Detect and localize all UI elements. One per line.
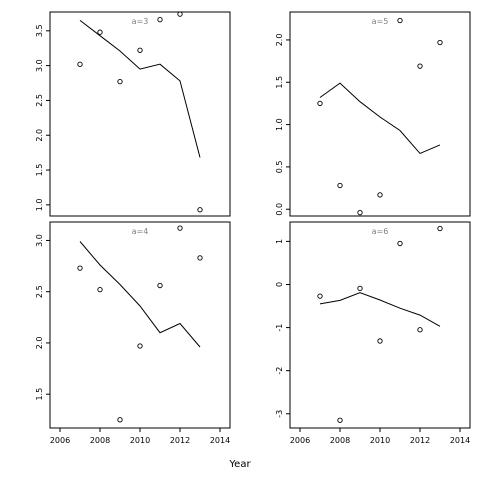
- y-tick-label: -3: [275, 410, 284, 418]
- x-tick-label: 2012: [410, 436, 430, 445]
- data-point: [357, 285, 363, 292]
- data-point: [157, 17, 163, 23]
- x-tick-label: 2008: [90, 436, 110, 445]
- y-tick-label: 0: [275, 282, 284, 287]
- data-point: [377, 338, 383, 344]
- panel-frame: [49, 11, 231, 217]
- y-tick-label: 1.5: [35, 388, 44, 401]
- y-tick-label: -1: [275, 324, 284, 332]
- x-tick-label: 2006: [50, 436, 70, 445]
- x-tick-label: 2008: [330, 436, 350, 445]
- data-point: [437, 225, 443, 232]
- data-point: [197, 255, 203, 261]
- x-tick-label: 2006: [290, 436, 310, 445]
- panel-a4: a=4 1.5 2.0 2.5 3.0 2006 2008 2010 2012 2014: [35, 221, 231, 445]
- data-point: [137, 47, 143, 53]
- data-point: [397, 240, 403, 247]
- data-point: [137, 343, 143, 349]
- y-tick-label: 0.5: [275, 161, 284, 174]
- data-point: [117, 78, 123, 85]
- x-tick-label: 2012: [170, 436, 190, 445]
- y-tick-label: 1.0: [35, 198, 44, 211]
- data-point: [317, 293, 323, 299]
- data-point: [377, 192, 383, 198]
- data-point: [97, 286, 103, 293]
- y-tick-label: 3.0: [35, 234, 44, 247]
- data-point: [317, 100, 323, 107]
- y-tick-label: 1: [275, 239, 284, 244]
- y-tick-label: 1.0: [275, 118, 284, 131]
- panel-label: a=6: [372, 227, 389, 236]
- data-point: [177, 11, 183, 17]
- data-point: [417, 327, 423, 333]
- y-tick-label: 3.0: [35, 59, 44, 72]
- panel-frame: [289, 221, 471, 429]
- y-tick-label: 2.5: [35, 94, 44, 107]
- panel-frame: [49, 221, 231, 429]
- data-point: [117, 417, 123, 423]
- data-point: [197, 207, 203, 213]
- trend-line: [79, 241, 201, 348]
- x-tick-label: 2014: [210, 436, 230, 445]
- y-tick-label: -2: [275, 367, 284, 375]
- y-tick-label: 2.0: [35, 337, 44, 350]
- y-tick-label: 2.0: [275, 34, 284, 47]
- y-tick-label: 2.5: [35, 285, 44, 298]
- panel-label: a=3: [132, 17, 149, 26]
- y-tick-label: 2.0: [35, 129, 44, 142]
- trend-line: [319, 292, 441, 327]
- data-point: [77, 61, 83, 67]
- data-point: [337, 182, 343, 189]
- data-point: [417, 63, 423, 69]
- panel-label: a=5: [372, 17, 389, 26]
- panel-a6: a=6 -3 -2 -1 0 1 2006 2008 2010 2012 2014: [275, 221, 471, 445]
- x-tick-label: 2014: [450, 436, 470, 445]
- panel-frame: [289, 11, 471, 217]
- data-point: [177, 225, 183, 231]
- data-point: [157, 282, 163, 289]
- data-point: [357, 209, 363, 216]
- y-tick-label: 3.5: [35, 24, 44, 37]
- x-tick-label: 2010: [130, 436, 150, 445]
- y-tick-label: 1.5: [35, 164, 44, 177]
- data-point: [397, 17, 403, 24]
- panels-group: a=31.01.52.02.53.03.5a=50.00.51.01.52.0a…: [35, 11, 471, 445]
- data-point: [97, 29, 103, 35]
- x-tick-label: 2010: [370, 436, 390, 445]
- data-point: [437, 39, 443, 46]
- trend-line: [79, 20, 201, 158]
- x-axis-title: Year: [228, 459, 251, 470]
- panel-a3: a=3 1.0 1.5 2.0 2.5 3.0 3.5: [35, 11, 231, 217]
- data-point: [77, 265, 83, 271]
- y-tick-label: 0.0: [275, 203, 284, 216]
- data-point: [337, 417, 343, 423]
- trend-line: [319, 82, 441, 155]
- panel-label: a=4: [132, 227, 149, 236]
- panel-a5: a=5 0.0 0.5 1.0 1.5 2.0: [275, 11, 471, 217]
- y-tick-label: 1.5: [275, 76, 284, 89]
